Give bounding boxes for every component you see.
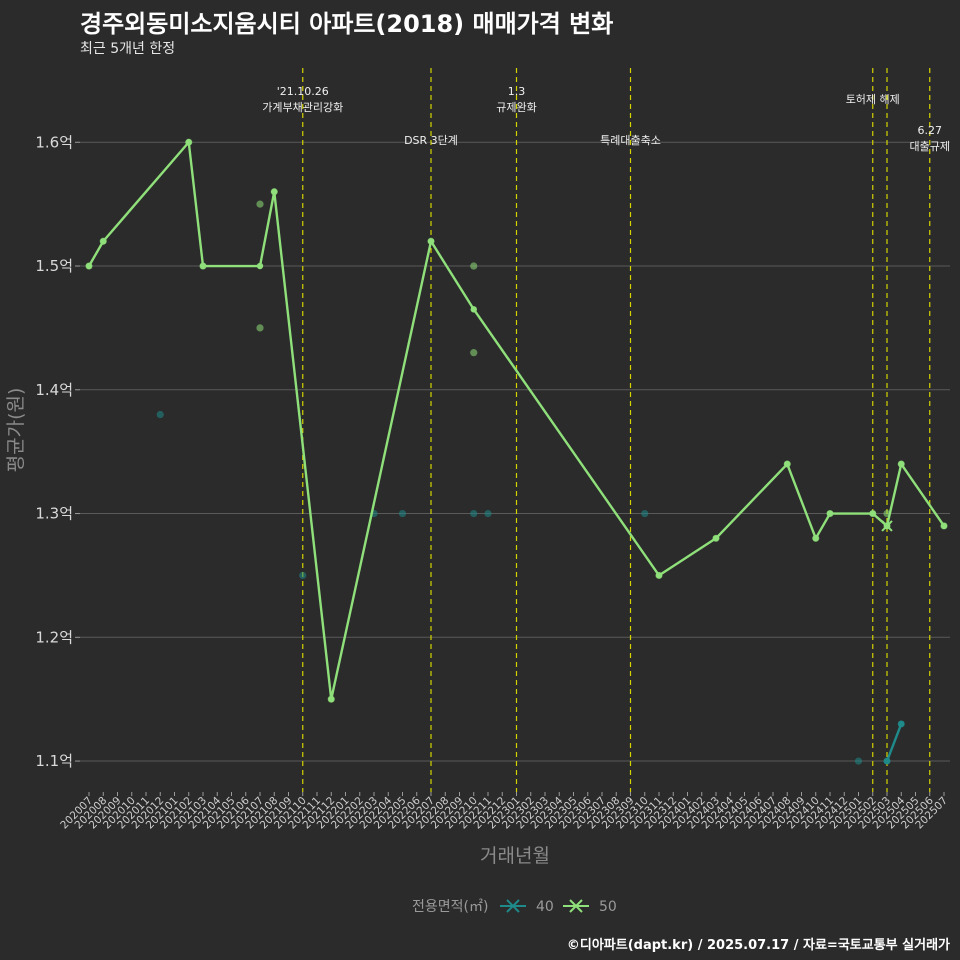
event-label: 1.3 xyxy=(508,85,526,98)
line-point xyxy=(470,306,477,313)
legend-label: 40 xyxy=(536,899,554,915)
line-point xyxy=(812,535,819,542)
cross-marker xyxy=(881,520,893,532)
y-tick-label: 1.4억 xyxy=(35,381,73,399)
line-point xyxy=(898,720,905,728)
line-point xyxy=(883,757,891,765)
event-label: 가계부채관리강화 xyxy=(262,101,343,114)
legend-label: 50 xyxy=(599,899,617,915)
line-point xyxy=(85,262,93,270)
line-point xyxy=(100,238,107,245)
y-tick-label: 1.3억 xyxy=(35,505,73,523)
legend-swatch-marker xyxy=(506,899,520,913)
y-tick-label: 1.5억 xyxy=(35,257,73,275)
event-label: '21.10.26 xyxy=(277,85,329,98)
event-label: 6.27 xyxy=(918,124,943,137)
line-point xyxy=(271,188,278,195)
line-point xyxy=(256,262,264,270)
line-point xyxy=(940,522,948,530)
data-point xyxy=(470,509,478,518)
line-point xyxy=(655,572,663,579)
line-point xyxy=(869,510,876,517)
line-point xyxy=(826,510,834,517)
data-point xyxy=(470,349,478,357)
line-point xyxy=(784,460,791,468)
chart-title: 경주외동미소지움시티 아파트(2018) 매매가격 변화 xyxy=(80,10,614,38)
y-tick-label: 1.1억 xyxy=(35,752,73,770)
data-point xyxy=(398,509,407,518)
data-point xyxy=(484,509,492,518)
series-line xyxy=(885,723,903,762)
data-point xyxy=(256,200,264,208)
data-point xyxy=(641,509,649,518)
legend-title: 전용면적(㎡) xyxy=(412,899,488,915)
x-axis-title: 거래년월 xyxy=(480,845,550,867)
legend: 전용면적(㎡) 40 50 xyxy=(412,899,617,915)
event-label: 대출규제 xyxy=(910,140,950,153)
legend-swatch-marker xyxy=(569,899,583,913)
data-point xyxy=(854,757,863,765)
series-40 xyxy=(156,410,905,765)
y-axis-title: 평균가(원) xyxy=(5,388,27,473)
line-point xyxy=(712,535,720,542)
event-label: 특례대출축소 xyxy=(600,134,661,147)
line-point xyxy=(328,695,335,703)
line-point xyxy=(185,139,192,146)
y-tick-label: 1.6억 xyxy=(35,133,73,151)
event-label: 규제완화 xyxy=(496,101,536,114)
source-caption: ©디아파트(dapt.kr) / 2025.07.17 / 자료=국토교통부 실… xyxy=(566,938,950,953)
data-point xyxy=(299,571,307,580)
series-50 xyxy=(85,138,948,703)
data-point xyxy=(156,410,164,419)
line-point xyxy=(199,262,207,270)
y-tick-label: 1.2억 xyxy=(35,628,73,646)
data-point xyxy=(470,262,478,270)
line-point xyxy=(427,238,435,245)
chart-subtitle: 최근 5개년 한정 xyxy=(80,41,176,57)
data-point xyxy=(256,324,264,332)
event-label: DSR 3단계 xyxy=(404,134,458,147)
event-label: 토허제 해제 xyxy=(846,92,900,106)
line-point xyxy=(898,460,905,468)
